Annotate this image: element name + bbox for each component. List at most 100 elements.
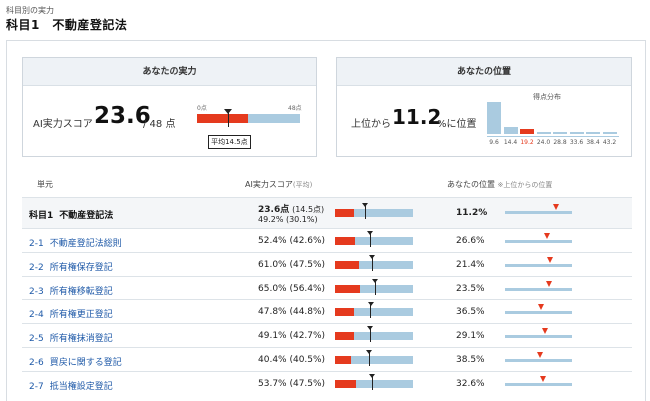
unit-number: 2-7 xyxy=(29,381,44,392)
distribution-bar xyxy=(487,102,501,134)
distribution-title: 得点分布 xyxy=(533,93,561,101)
table-row: 2-3 所有権移転登記 65.0% (56.4%) 23.5% xyxy=(22,275,632,300)
unit-score: 61.0% (47.5%) xyxy=(258,259,326,270)
distribution-bar xyxy=(536,132,551,134)
unit-score-bar xyxy=(335,278,413,295)
column-header-rank-label: あなたの位置 xyxy=(447,180,495,189)
unit-label: 抵当権設定登記 xyxy=(49,381,113,392)
unit-link[interactable]: 2-2 所有権保存登記 xyxy=(29,260,113,273)
rank-marker-icon xyxy=(536,352,543,358)
average-marker-icon xyxy=(362,203,369,207)
average-marker-line xyxy=(369,233,371,247)
distribution-bar xyxy=(553,132,567,134)
column-header-rank-sub: ※上位からの位置 xyxy=(497,181,553,189)
unit-rank: 21.4% xyxy=(456,259,485,270)
distribution-bar xyxy=(602,132,617,134)
unit-score: 49.1% (42.7%) xyxy=(258,331,326,342)
unit-score-bar xyxy=(335,326,413,343)
page-title: 科目1 不動産登記法 xyxy=(6,18,128,32)
subject-panel: あなたの実力 AI実力スコア 23.6 / 48 点 0点 48点 平均14.5… xyxy=(6,40,646,401)
average-marker-line xyxy=(371,256,373,271)
unit-rank: 23.5% xyxy=(456,283,485,294)
average-marker-line xyxy=(368,352,370,366)
average-marker-icon xyxy=(367,231,374,235)
unit-number: 2-1 xyxy=(29,239,44,249)
rank-suffix: %に位置 xyxy=(437,119,477,130)
distribution-tick-label: 19.2 xyxy=(520,139,534,146)
distribution-tick-label: 14.4 xyxy=(503,139,518,146)
unit-score: 47.8% (44.8%) xyxy=(258,307,326,318)
score-bar-fill xyxy=(335,237,356,245)
subject-row: 科目1 不動産登記法 23.6点 (14.5点) 49.2% (30.1%) 11… xyxy=(22,197,632,228)
subject-score-avg: (14.5点) xyxy=(292,205,325,214)
table-row: 2-6 買戻に関する登記 40.4% (40.5%) 38.5% xyxy=(22,347,632,371)
unit-score-bar xyxy=(335,373,413,390)
ability-card-title: あなたの実力 xyxy=(23,58,316,86)
table-row: 2-2 所有権保存登記 61.0% (47.5%) 21.4% xyxy=(22,251,632,276)
unit-link[interactable]: 2-6 買戻に関する登記 xyxy=(29,355,122,368)
unit-link[interactable]: 2-4 所有権更正登記 xyxy=(29,307,113,320)
average-marker-icon xyxy=(224,109,233,114)
breadcrumb[interactable]: 科目別の実力 xyxy=(6,6,54,15)
unit-number: 2-2 xyxy=(29,262,44,273)
rank-marker-icon xyxy=(543,233,550,239)
table-row: 2-5 所有権抹消登記 49.1% (42.7%) 29.1% xyxy=(22,323,632,347)
average-marker-icon xyxy=(369,373,376,378)
subject-score-line2: 49.2% (30.1%) xyxy=(258,215,318,224)
position-card: あなたの位置 上位から 11.2 %に位置 得点分布 9.6 14.4 19.2 24… xyxy=(336,57,632,157)
unit-rank: 38.5% xyxy=(456,355,485,365)
rank-marker-icon xyxy=(546,256,553,263)
unit-label: 所有権移転登記 xyxy=(49,286,113,297)
table-row: 2-1 不動産登記法総則 52.4% (42.6%) 26.6% xyxy=(22,228,632,252)
unit-score: 52.4% (42.6%) xyxy=(258,236,326,246)
unit-score: 40.4% (40.5%) xyxy=(258,355,326,365)
unit-number: 2-5 xyxy=(29,334,44,345)
distribution-tick-label: 38.4 xyxy=(586,139,600,146)
score-bar-fill xyxy=(335,308,354,317)
column-header-unit: 単元 xyxy=(37,180,53,189)
unit-score: 53.7% (47.5%) xyxy=(258,378,326,389)
unit-link[interactable]: 2-1 不動産登記法総則 xyxy=(29,236,122,249)
column-header-score-label: AI実力スコア xyxy=(245,180,293,189)
unit-link[interactable]: 2-7 抵当権設定登記 xyxy=(29,379,113,392)
unit-rank-line xyxy=(505,256,572,267)
subject-score-bar xyxy=(335,203,413,219)
average-marker-line xyxy=(374,280,376,295)
average-label: 平均14.5点 xyxy=(208,135,251,149)
column-header-score: AI実力スコア(平均) xyxy=(245,179,312,190)
unit-score: 65.0% (56.4%) xyxy=(258,283,326,294)
rank-value: 11.2 xyxy=(392,105,442,129)
distribution-bar xyxy=(503,126,518,134)
distribution-tick-label: 43.2 xyxy=(602,139,617,146)
distribution-tick-label: 28.8 xyxy=(553,139,567,146)
unit-link[interactable]: 2-5 所有権抹消登記 xyxy=(29,331,113,344)
rank-marker-icon xyxy=(537,304,544,311)
unit-link[interactable]: 2-3 所有権移転登記 xyxy=(29,284,113,297)
rank-prefix: 上位から xyxy=(351,119,391,130)
unit-rank-line xyxy=(505,233,572,243)
score-scale-fill xyxy=(197,114,248,123)
unit-score-bar xyxy=(335,350,413,366)
subject-number: 科目1 xyxy=(29,211,54,221)
ability-card: あなたの実力 AI実力スコア 23.6 / 48 点 0点 48点 平均14.5… xyxy=(22,57,317,157)
unit-rank-line xyxy=(505,375,572,386)
unit-rank: 29.1% xyxy=(456,331,485,342)
unit-label: 買戻に関する登記 xyxy=(49,358,122,368)
score-label: AI実力スコア xyxy=(33,119,93,130)
column-header-rank: あなたの位置 ※上位からの位置 xyxy=(447,179,552,190)
subject-rank: 11.2% xyxy=(456,208,488,218)
unit-score-bar xyxy=(335,231,413,247)
table-row: 2-7 抵当権設定登記 53.7% (47.5%) 32.6% xyxy=(22,370,632,395)
column-header-score-sub: (平均) xyxy=(292,181,313,189)
unit-label: 所有権保存登記 xyxy=(49,262,113,273)
unit-rank: 26.6% xyxy=(456,236,485,246)
subject-name: 科目1 不動産登記法 xyxy=(29,208,113,221)
rank-marker-icon xyxy=(540,375,547,382)
unit-number: 2-3 xyxy=(29,286,44,297)
unit-number: 2-4 xyxy=(29,310,44,321)
unit-label: 不動産登記法総則 xyxy=(49,239,122,249)
score-bar-fill xyxy=(335,260,359,269)
distribution-bar xyxy=(569,132,584,134)
average-marker-icon xyxy=(372,278,379,283)
unit-label: 所有権抹消登記 xyxy=(49,334,113,345)
